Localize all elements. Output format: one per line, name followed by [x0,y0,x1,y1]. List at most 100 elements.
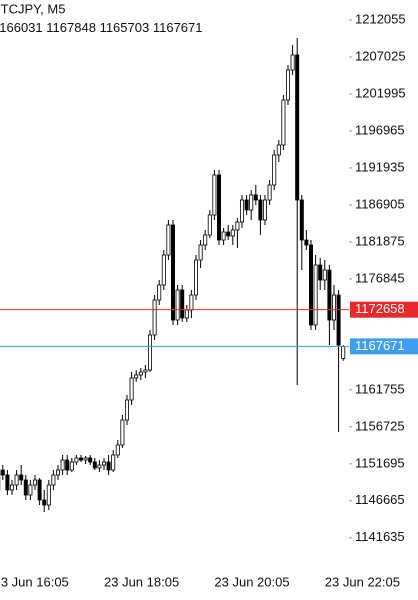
candle-body [65,459,70,471]
candle-body [198,244,203,261]
candle-body [180,289,185,319]
candle-body [230,229,235,237]
candle-body [207,214,212,236]
ohlc-low: 1165703 [100,20,150,35]
candle-body [106,461,111,471]
candle-body [23,479,28,496]
candle-body [239,199,244,223]
candle-body [9,484,14,491]
candle-body [327,269,332,321]
candle-body [253,194,258,201]
y-tick-label: 1151695 [355,455,405,470]
candle-body [285,69,290,101]
price-label: 1172658 [355,301,405,316]
candle-body [102,461,107,466]
candle-body [189,294,194,311]
y-tick-label: 1176845 [355,270,405,285]
candle-body [341,345,346,359]
y-tick-label: 1186905 [355,196,405,211]
candle-body [157,284,162,301]
y-tick-label: 1207025 [355,48,406,63]
candle-body [42,499,47,506]
y-tick-label: 1146665 [355,492,405,507]
candle-body [56,469,61,476]
y-tick-label: 1181875 [355,233,405,248]
price-label: 1167671 [355,338,405,353]
candle-body [313,264,318,326]
candle-body [33,479,38,486]
candle-body [166,224,171,256]
candle-body [88,457,93,463]
candle-body [97,464,102,469]
candle-body [290,54,295,71]
ohlc-high: 1167848 [46,20,96,35]
candle-body [262,199,267,221]
candle-body [235,221,240,231]
candle-body [203,234,208,246]
x-tick-label: 23 Jun 20:05 [214,574,289,589]
candle-body [161,254,166,286]
candle-body [272,154,277,186]
x-tick-label: 23 Jun 16:05 [0,574,69,589]
candle-body [115,444,120,456]
candle-body [0,469,5,476]
candle-body [92,461,97,469]
candle-body [120,419,125,446]
candle-body [147,334,152,371]
x-tick-label: 23 Jun 18:05 [104,574,179,589]
candle-body [143,369,148,373]
candle-body [83,457,88,461]
y-tick-label: 1141635 [355,529,405,544]
candle-body [125,399,130,421]
candle-body [111,454,116,471]
candle-body [244,199,249,211]
candle-body [318,264,323,281]
candle-body [221,231,226,241]
y-tick-label: 1156725 [355,418,405,433]
candle-body [331,294,336,321]
candle-body [60,459,65,471]
candle-body [175,289,180,321]
candle-body [336,294,341,346]
candle-body [299,199,304,241]
plot-area [0,38,346,512]
candle-body [152,299,157,336]
y-tick-label: 1212055 [355,11,406,26]
ohlc-readout: 1166031 1167848 1165703 1167671 [0,20,203,35]
candle-body [295,54,300,201]
candle-body [129,377,134,401]
candle-body [138,371,143,376]
candle-body [79,457,84,461]
ohlc-close: 1167671 [153,20,203,35]
candle-body [216,174,221,241]
candle-body [14,474,19,486]
candle-body [281,99,286,146]
candle-body [276,144,281,156]
y-tick-label: 1196965 [355,122,405,137]
y-tick-label: 1191935 [355,159,405,174]
candle-body [28,484,33,496]
candle-body [267,184,272,201]
candle-body [170,224,175,321]
y-tick-label: 1201995 [355,85,406,100]
y-tick-label: 1161755 [355,381,405,396]
candle-body [212,174,217,216]
candle-body [308,244,313,326]
price-label-box [350,338,418,355]
candle-body [249,194,254,211]
candle-body [37,479,42,501]
candle-body [5,474,10,491]
candle-body [304,239,309,246]
candle-body [226,231,231,237]
candle-body [258,199,263,221]
candle-body [69,461,74,471]
candle-body [51,474,56,486]
candle-body [19,474,24,481]
ohlc-open: 1166031 [0,20,43,35]
chart-title: BTCJPY, M5 [0,1,65,16]
candle-body [184,309,189,319]
candle-body [74,457,79,463]
candle-body [193,259,198,296]
